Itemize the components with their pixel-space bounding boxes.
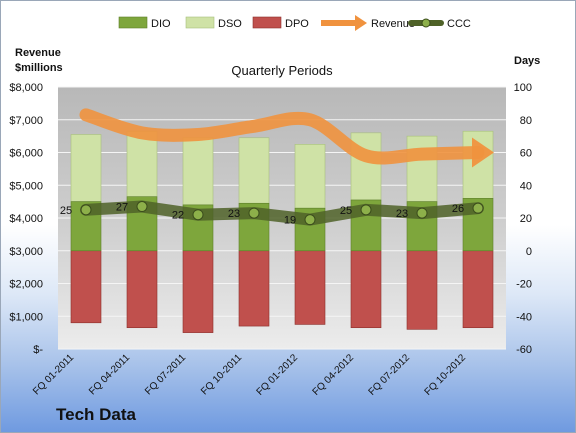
legend-swatch: [252, 16, 282, 29]
ccc-marker: [192, 209, 204, 221]
dso-bar: [462, 130, 494, 199]
revenue-line: [79, 108, 485, 165]
legend-label: DSO: [218, 18, 242, 30]
left-tick-label: $2,000: [9, 279, 43, 291]
ccc-marker: [416, 207, 428, 219]
right-tick-label: 40: [520, 180, 532, 192]
right-tick-label: 20: [520, 213, 532, 225]
left-tick-label: $5,000: [9, 180, 43, 192]
dpo-bar: [406, 250, 438, 330]
dso-bar: [294, 144, 326, 209]
right-axis-label: Days: [514, 55, 540, 67]
left-tick-label: $1,000: [9, 311, 43, 323]
ccc-marker: [136, 201, 148, 213]
legend-swatch: [355, 15, 367, 31]
left-tick-label: $6,000: [9, 148, 43, 160]
x-tick-label: FQ 10-2012: [423, 352, 469, 398]
right-tick-label: -20: [516, 279, 532, 291]
ccc-data-label: 25: [60, 205, 72, 217]
legend-swatch: [421, 18, 431, 28]
right-tick-label: 60: [520, 148, 532, 160]
ccc-marker: [472, 202, 484, 214]
ccc-data-label: 23: [228, 208, 240, 220]
legend-label: DIO: [151, 18, 171, 30]
dpo-bar: [462, 250, 494, 329]
left-axis-label-line2: $millions: [15, 62, 63, 74]
company-name: Tech Data: [56, 405, 136, 424]
legend-label: Revenue: [371, 18, 415, 30]
ccc-data-label: 19: [284, 215, 296, 227]
left-tick-label: $3,000: [9, 246, 43, 258]
dso-bar: [182, 137, 214, 206]
revenue-arrowhead: [472, 137, 494, 168]
right-tick-label: -40: [516, 311, 532, 323]
right-tick-label: 0: [526, 246, 532, 258]
x-tick-label: FQ 10-2011: [199, 352, 244, 397]
x-tick-label: FQ 01-2012: [255, 352, 301, 398]
legend-swatch: [185, 16, 215, 29]
right-tick-label: 80: [520, 115, 532, 127]
dso-bar: [70, 134, 102, 202]
x-tick-label: FQ 07-2011: [143, 352, 188, 397]
dpo-bar: [182, 250, 214, 333]
ccc-marker: [304, 214, 316, 226]
ccc-marker: [248, 207, 260, 219]
ccc-marker: [360, 204, 372, 216]
legend-label: CCC: [447, 18, 471, 30]
left-axis-label-line1: Revenue: [15, 47, 61, 59]
right-tick-label: -60: [516, 344, 532, 356]
right-tick-label: 100: [514, 82, 532, 94]
ccc-data-label: 27: [116, 202, 128, 214]
dpo-bar: [350, 250, 382, 329]
left-tick-label: $-: [33, 344, 43, 356]
legend: DIO DSO DPO Revenue CCC: [118, 15, 471, 31]
x-tick-label: FQ 04-2012: [311, 352, 357, 398]
ccc-line: [80, 200, 484, 226]
legend-label: DPO: [285, 18, 309, 30]
dpo-bar: [294, 250, 326, 325]
x-tick-label: FQ 07-2012: [367, 352, 413, 398]
revenue-series: [79, 108, 494, 168]
dso-bar: [126, 130, 158, 198]
x-tick-label: FQ 04-2011: [87, 352, 132, 397]
chart-title: Quarterly Periods: [231, 63, 333, 78]
left-tick-label: $7,000: [9, 115, 43, 127]
ccc-series: 25 27 22 23 19 25 23 26: [60, 200, 484, 227]
left-tick-label: $4,000: [9, 213, 43, 225]
dpo-bar: [126, 250, 158, 329]
ccc-marker: [80, 204, 92, 216]
dso-bar: [406, 135, 438, 202]
ccc-data-label: 22: [172, 210, 184, 222]
dso-bar: [238, 137, 270, 204]
x-tick-label: FQ 01-2011: [31, 352, 76, 397]
legend-swatch: [118, 16, 148, 29]
dpo-bar: [70, 250, 102, 324]
ccc-data-label: 25: [340, 205, 352, 217]
dpo-bar: [238, 250, 270, 327]
ccc-data-label: 26: [452, 203, 464, 215]
ccc-data-label: 23: [396, 208, 408, 220]
left-tick-label: $8,000: [9, 82, 43, 94]
